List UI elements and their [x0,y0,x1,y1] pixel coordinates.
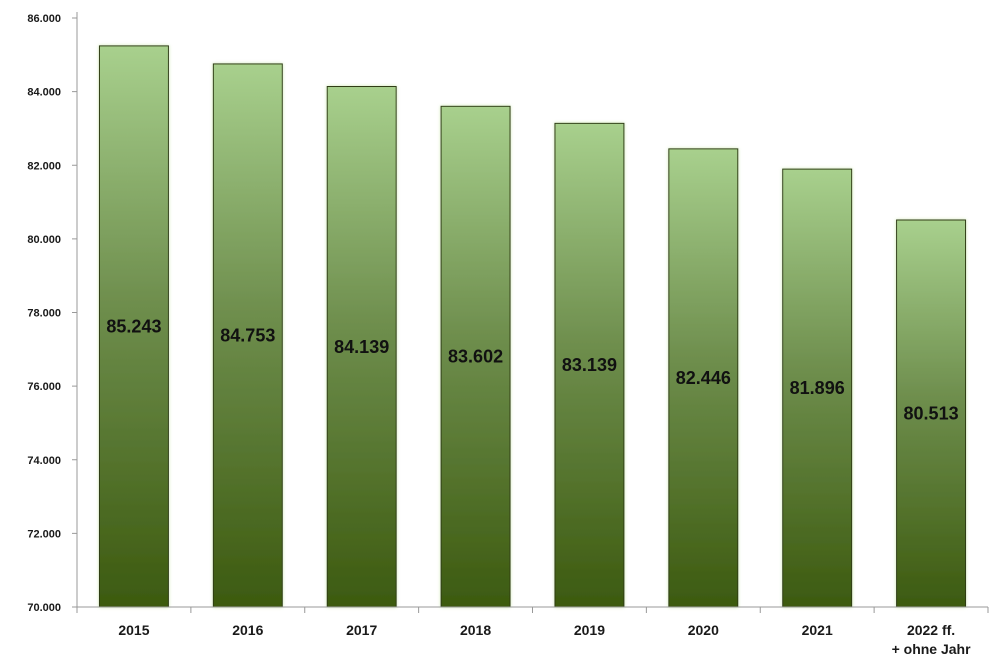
x-category-label: 2019 [574,622,605,638]
bar [212,63,283,608]
bar-value-label: 82.446 [676,368,731,388]
bar [440,105,511,608]
x-category-label: 2015 [118,622,149,638]
x-category-label: 2017 [346,622,377,638]
bar [98,45,169,608]
bar [896,219,967,608]
bar [668,148,739,608]
data-labels: 85.243 84.753 84.139 83.602 83.139 82.446 81.8… [106,316,958,423]
x-category-label: 2022 ff. + ohne Jahr [892,622,972,657]
y-tick-label: 80.000 [27,234,61,246]
y-tick-label: 78.000 [27,308,61,320]
bar-value-label: 83.139 [562,355,617,375]
bar-value-label: 80.513 [904,403,959,423]
bar [554,122,625,608]
y-tick-label: 82.000 [27,160,61,172]
bar-value-label: 84.139 [334,337,389,357]
y-tick-label: 74.000 [27,455,61,467]
x-axis: 2015 2016 2017 2018 2019 2020 2021 2022 ff. + oh… [76,606,989,657]
y-tick-label: 70.000 [27,602,61,614]
x-category-label: 2018 [460,622,491,638]
y-tick-label: 72.000 [27,528,61,540]
y-axis: 70.000 72.000 74.000 76.000 78.000 80.000 82.0… [27,12,78,614]
y-tick-label: 84.000 [27,87,61,99]
bar [782,168,853,608]
x-category-label: 2020 [688,622,719,638]
bar-value-label: 84.753 [220,325,275,345]
bar-value-label: 85.243 [106,316,161,336]
bar-value-label: 81.896 [790,378,845,398]
y-tick-label: 86.000 [27,13,61,25]
x-category-label: 2016 [232,622,263,638]
y-tick-label: 76.000 [27,381,61,393]
x-category-label: 2021 [802,622,833,638]
bar-value-label: 83.602 [448,347,503,367]
